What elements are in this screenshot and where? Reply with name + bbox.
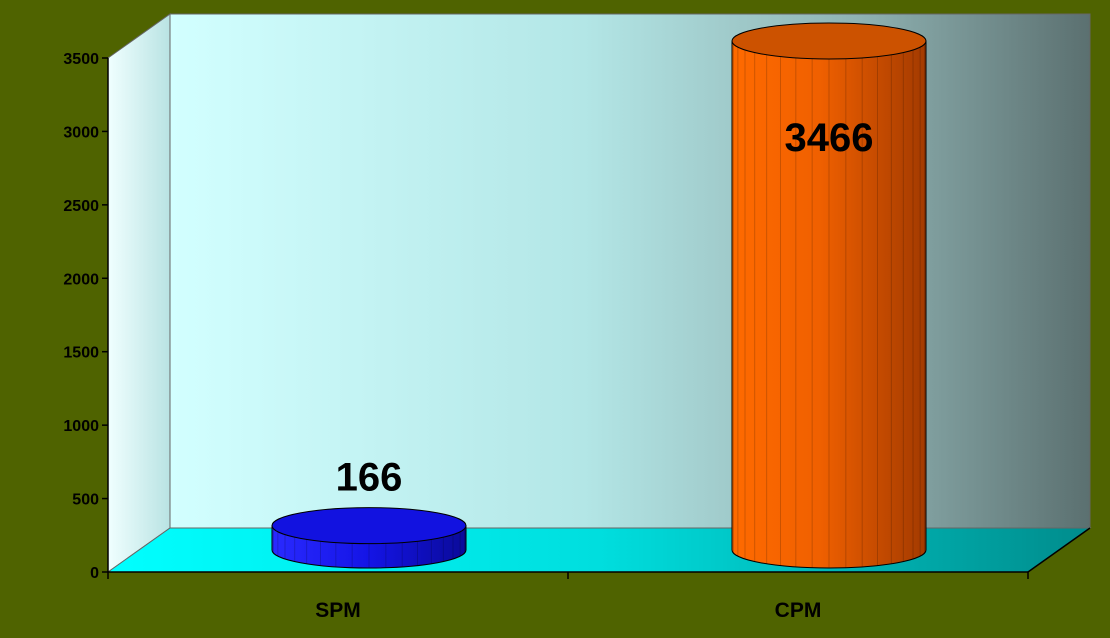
- floor: [106, 527, 1092, 573]
- back-wall: [169, 13, 1091, 529]
- side-wall: [107, 13, 171, 573]
- bar-spm: [271, 507, 467, 569]
- bar-top-cap: [731, 22, 927, 60]
- data-label: 166: [336, 456, 403, 500]
- bars: [271, 22, 927, 569]
- data-labels: 166 3466: [336, 116, 874, 500]
- y-tick-label: 0: [90, 565, 99, 582]
- y-tick-label: 1500: [63, 345, 99, 362]
- x-axis-ticks: SPM CPM: [107, 572, 1029, 622]
- y-tick-label: 2500: [63, 198, 99, 215]
- y-tick-label: 500: [72, 492, 99, 509]
- y-tick-label: 3500: [63, 51, 99, 68]
- bar-cpm: [731, 22, 927, 569]
- data-label: 3466: [785, 116, 874, 160]
- y-tick-label: 3000: [63, 124, 99, 141]
- x-tick-label: CPM: [775, 599, 822, 622]
- y-axis-ticks: 0 500 1000 1500 2000 2500 3000 3500: [63, 51, 108, 582]
- y-tick-label: 2000: [63, 271, 99, 288]
- x-axis-depth-line: [1027, 527, 1091, 573]
- bar-top-cap: [271, 507, 467, 545]
- bar-body: [731, 40, 927, 569]
- plot-area: [106, 13, 1092, 573]
- x-tick-label: SPM: [315, 599, 361, 622]
- y-tick-label: 1000: [63, 418, 99, 435]
